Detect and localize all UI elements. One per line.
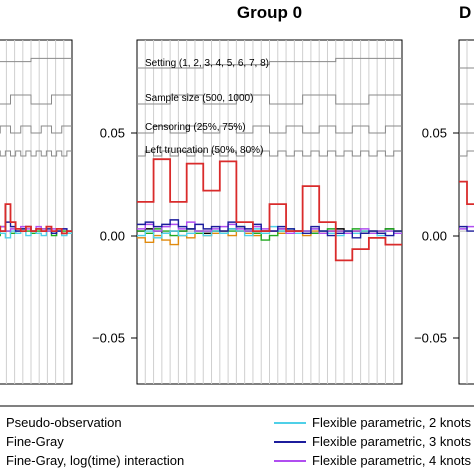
setting-step-line: [137, 125, 402, 134]
right-y-axis: 0.05 0.00 −0.05: [414, 126, 459, 346]
right-panel-frame: [458, 39, 474, 385]
panel-title-right: D: [459, 3, 471, 22]
setting-label-censoring: Censoring (25%, 75%): [145, 122, 246, 133]
series-line-red: [0, 203, 72, 235]
legend: Pseudo-observation Fine-Gray Fine-Gray, …: [0, 405, 474, 468]
legend-label-fine-gray-logtime: Fine-Gray, log(time) interaction: [6, 453, 184, 468]
setting-step-line: [459, 103, 474, 105]
y-tick-label: 0.05: [422, 126, 447, 141]
series-lines: [0, 158, 474, 262]
panel-title-center: Group 0: [237, 3, 302, 22]
y-tick-label: −0.05: [414, 331, 447, 346]
y-tick-label: −0.05: [92, 331, 125, 346]
setting-step-line: [137, 57, 402, 69]
y-tick-label: 0.00: [422, 229, 447, 244]
series-line-blue: [459, 225, 474, 232]
legend-label-flex-4-knots: Flexible parametric, 4 knots: [312, 453, 471, 468]
setting-step-line: [459, 132, 474, 134]
setting-step-line: [0, 94, 72, 105]
y-tick-label: 0.05: [100, 126, 125, 141]
setting-label-sample-size: Sample size (500, 1000): [145, 93, 253, 104]
legend-label-flex-3-knots: Flexible parametric, 3 knots: [312, 434, 471, 449]
legend-label-flex-2-knots: Flexible parametric, 2 knots: [312, 415, 471, 430]
center-y-axis: 0.05 0.00 −0.05: [92, 126, 137, 346]
setting-step-lines: [0, 57, 474, 157]
setting-label-left-truncation: Left truncation (50%, 80%): [145, 145, 263, 156]
series-line-red: [459, 180, 474, 206]
setting-step-line: [0, 57, 72, 63]
setting-step-line: [137, 150, 402, 157]
y-tick-label: 0.00: [100, 229, 125, 244]
legend-label-pseudo-observation: Pseudo-observation: [6, 415, 122, 430]
series-line-red: [137, 158, 402, 262]
legend-label-fine-gray: Fine-Gray: [6, 434, 64, 449]
setting-step-line: [0, 150, 72, 157]
setting-step-line: [0, 125, 72, 134]
setting-label-setting: Setting (1, 2, 3, 4, 5, 6, 7, 8): [145, 58, 269, 69]
setting-step-line: [459, 150, 474, 157]
series-line-purple: [137, 221, 402, 235]
setting-step-line: [137, 94, 402, 105]
